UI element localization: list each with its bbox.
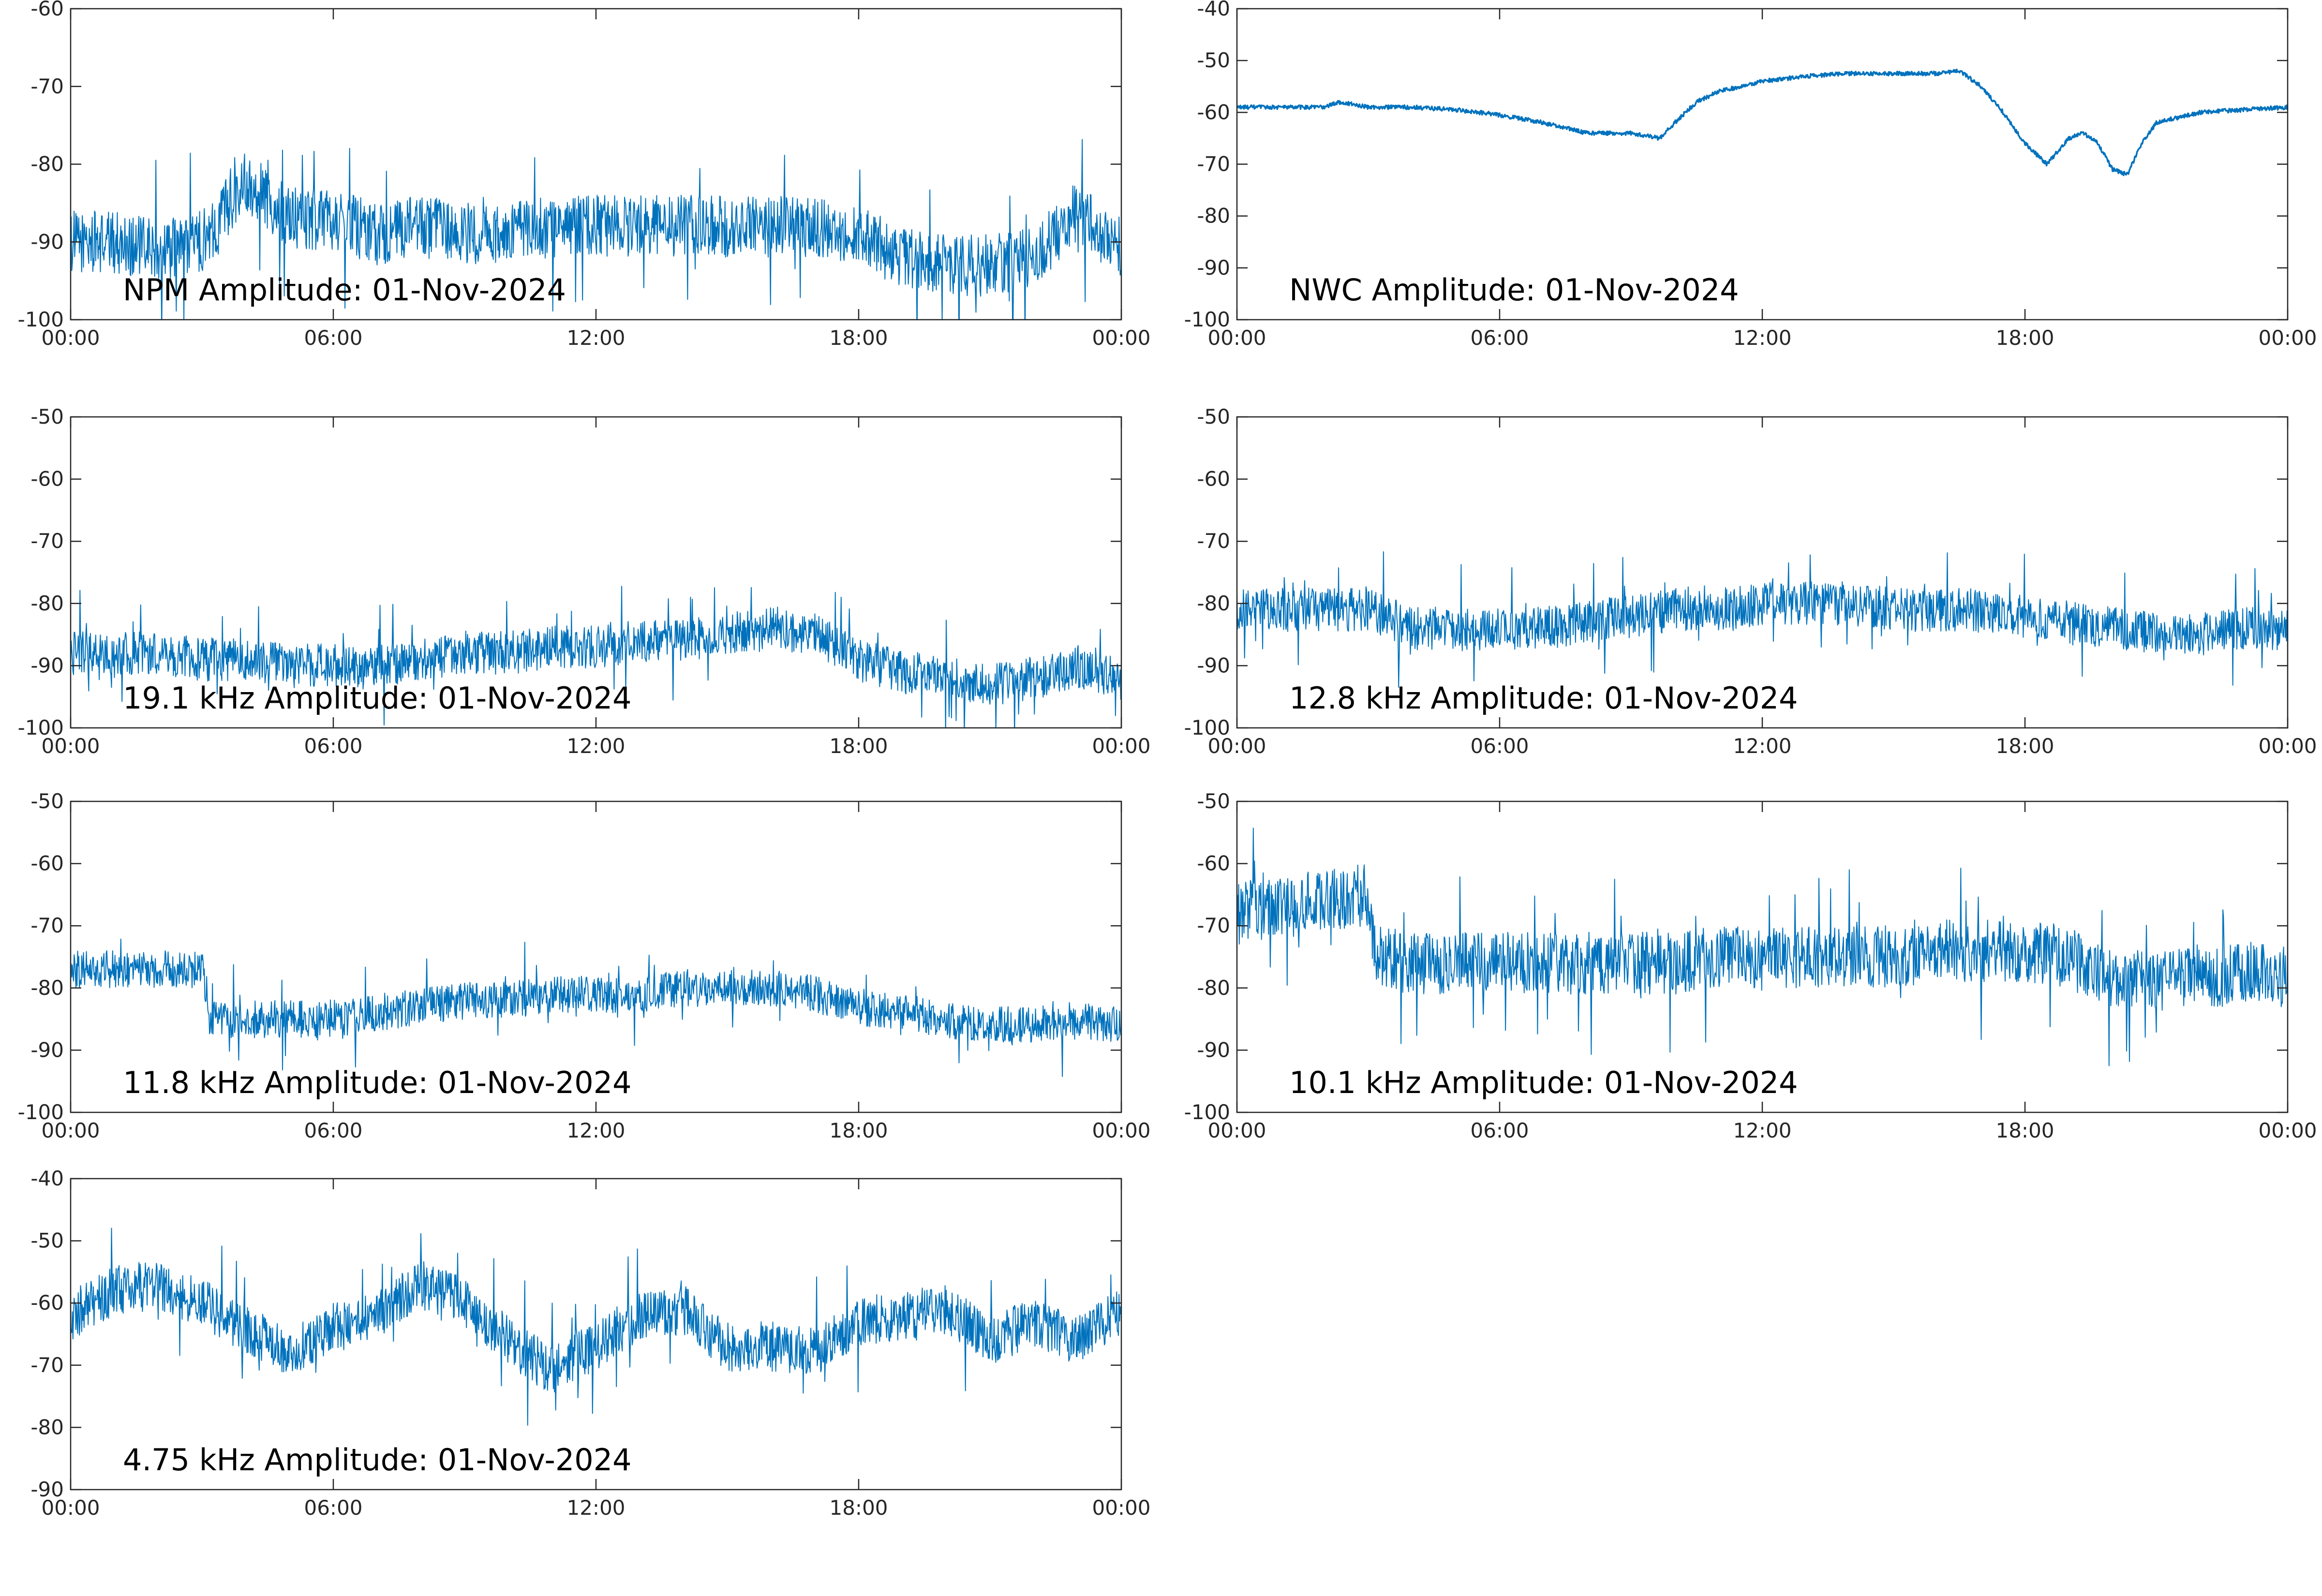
- x-tick-label: 00:00: [2258, 1119, 2317, 1142]
- x-tick-label: 18:00: [829, 734, 888, 758]
- x-tick-label: 00:00: [1207, 1119, 1266, 1142]
- x-tick-label: 06:00: [1470, 734, 1529, 758]
- panel-title: 19.1 kHz Amplitude: 01-Nov-2024: [123, 680, 632, 716]
- panel-title: NWC Amplitude: 01-Nov-2024: [1289, 272, 1739, 308]
- x-tick-label: 00:00: [41, 326, 100, 350]
- y-tick-label: -90: [30, 1038, 64, 1062]
- panel-title: 12.8 kHz Amplitude: 01-Nov-2024: [1289, 680, 1798, 716]
- y-tick-label: -50: [1197, 48, 1230, 72]
- x-tick-label: 12:00: [1733, 1119, 1791, 1142]
- series-line: [1237, 828, 2288, 1066]
- x-tick-label: 00:00: [1092, 1496, 1150, 1520]
- y-tick-label: -80: [30, 976, 64, 1000]
- y-tick-label: -80: [1197, 976, 1230, 1000]
- y-tick-label: -60: [1197, 852, 1230, 875]
- x-tick-label: 00:00: [1207, 326, 1266, 350]
- x-tick-label: 18:00: [1995, 326, 2054, 350]
- y-tick-label: -70: [30, 1353, 64, 1377]
- y-tick-label: -80: [1197, 591, 1230, 615]
- y-tick-label: -90: [30, 230, 64, 253]
- y-tick-label: -90: [30, 653, 64, 677]
- y-tick-label: -100: [1184, 716, 1230, 739]
- series-line: [71, 139, 1121, 320]
- x-tick-label: 00:00: [2258, 326, 2317, 350]
- x-tick-label: 12:00: [566, 1119, 625, 1142]
- x-tick-label: 12:00: [1733, 734, 1791, 758]
- x-tick-label: 18:00: [829, 1119, 888, 1142]
- x-tick-label: 00:00: [1092, 1119, 1150, 1142]
- x-tick-label: 00:00: [1092, 326, 1150, 350]
- y-tick-label: -80: [30, 591, 64, 615]
- y-tick-label: -100: [1184, 1100, 1230, 1124]
- x-tick-label: 00:00: [41, 1119, 100, 1142]
- y-tick-label: -60: [1197, 100, 1230, 124]
- y-tick-label: -70: [1197, 152, 1230, 176]
- panel-title: 4.75 kHz Amplitude: 01-Nov-2024: [123, 1442, 632, 1478]
- y-tick-label: -60: [30, 0, 64, 20]
- x-tick-label: 00:00: [41, 734, 100, 758]
- y-tick-label: -60: [1197, 467, 1230, 491]
- panel-title: 11.8 kHz Amplitude: 01-Nov-2024: [123, 1065, 632, 1100]
- x-tick-label: 12:00: [1733, 326, 1791, 350]
- y-tick-label: -90: [1197, 256, 1230, 280]
- x-tick-label: 18:00: [829, 326, 888, 350]
- y-tick-label: -70: [1197, 914, 1230, 937]
- y-tick-label: -70: [30, 914, 64, 937]
- x-tick-label: 12:00: [566, 1496, 625, 1520]
- x-tick-label: 06:00: [304, 1119, 362, 1142]
- x-tick-label: 06:00: [1470, 1119, 1529, 1142]
- y-tick-label: -80: [30, 152, 64, 176]
- x-tick-label: 00:00: [1092, 734, 1150, 758]
- x-tick-label: 18:00: [1995, 734, 2054, 758]
- series-line: [71, 586, 1121, 728]
- x-tick-label: 06:00: [304, 326, 362, 350]
- x-tick-label: 12:00: [566, 734, 625, 758]
- y-tick-label: -60: [30, 1291, 64, 1315]
- y-tick-label: -70: [30, 529, 64, 553]
- x-tick-label: 00:00: [41, 1496, 100, 1520]
- y-tick-label: -50: [30, 1229, 64, 1253]
- y-tick-label: -70: [30, 74, 64, 98]
- x-tick-label: 18:00: [829, 1496, 888, 1520]
- x-tick-label: 00:00: [2258, 734, 2317, 758]
- x-tick-label: 06:00: [1470, 326, 1529, 350]
- series-line: [71, 1227, 1121, 1426]
- x-tick-label: 12:00: [566, 326, 625, 350]
- y-tick-label: -80: [1197, 204, 1230, 228]
- panel-title: NPM Amplitude: 01-Nov-2024: [123, 272, 566, 308]
- y-tick-label: -90: [1197, 653, 1230, 677]
- panel-title: 10.1 kHz Amplitude: 01-Nov-2024: [1289, 1065, 1798, 1100]
- x-tick-label: 00:00: [1207, 734, 1266, 758]
- x-tick-label: 06:00: [304, 1496, 362, 1520]
- x-tick-label: 18:00: [1995, 1119, 2054, 1142]
- y-tick-label: -100: [18, 716, 64, 739]
- y-tick-label: -100: [18, 1100, 64, 1124]
- y-tick-label: -90: [1197, 1038, 1230, 1062]
- y-tick-label: -70: [1197, 529, 1230, 553]
- y-tick-label: -40: [1197, 0, 1230, 20]
- series-line: [1237, 551, 2288, 688]
- y-tick-label: -60: [30, 852, 64, 875]
- y-tick-label: -50: [1197, 405, 1230, 429]
- y-tick-label: -40: [30, 1167, 64, 1190]
- y-tick-label: -50: [30, 405, 64, 429]
- y-tick-label: -60: [30, 467, 64, 491]
- y-tick-label: -80: [30, 1415, 64, 1439]
- x-tick-label: 06:00: [304, 734, 362, 758]
- y-tick-label: -50: [30, 789, 64, 813]
- y-tick-label: -100: [18, 308, 64, 331]
- y-tick-label: -50: [1197, 789, 1230, 813]
- series-line: [71, 938, 1121, 1077]
- y-tick-label: -100: [1184, 308, 1230, 331]
- y-tick-label: -90: [30, 1478, 64, 1501]
- series-line: [1237, 68, 2288, 177]
